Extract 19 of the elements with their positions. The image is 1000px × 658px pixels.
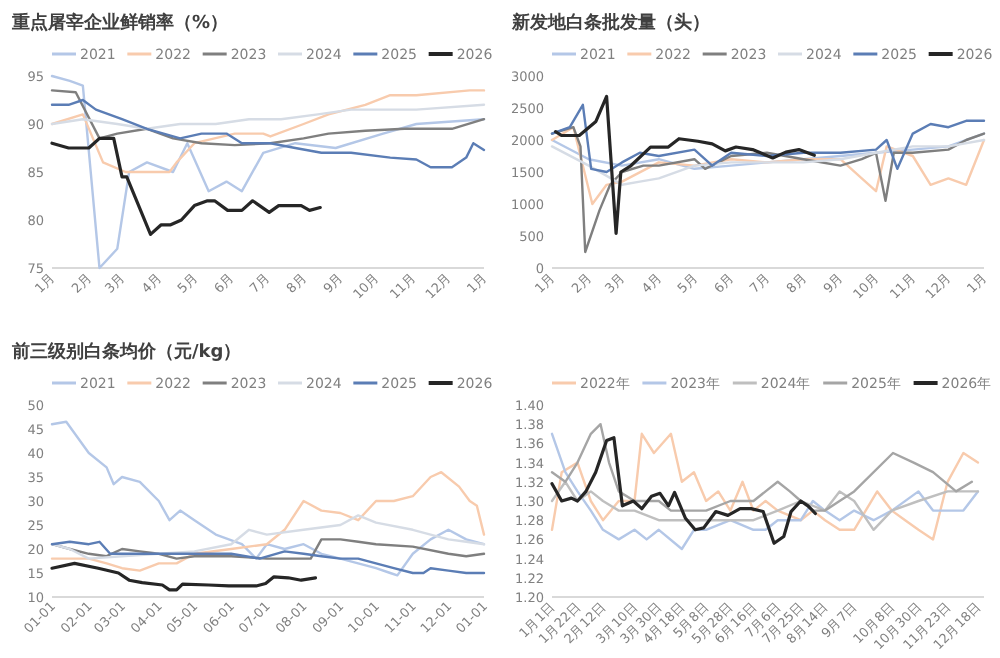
line-series bbox=[50, 103, 486, 130]
line-series bbox=[50, 420, 486, 577]
line-series bbox=[50, 136, 322, 236]
line-series bbox=[550, 423, 974, 512]
line-series bbox=[553, 94, 816, 236]
line-series bbox=[50, 471, 486, 572]
line-series bbox=[550, 103, 986, 174]
line-series bbox=[50, 514, 486, 560]
line-series bbox=[550, 138, 986, 186]
line-series bbox=[550, 436, 817, 545]
line-series bbox=[550, 126, 986, 206]
line-series bbox=[50, 540, 486, 575]
chart-title: 前三级别白条均价（元/kg） bbox=[10, 341, 242, 363]
chart-title: 新发地白条批发量（头） bbox=[510, 12, 710, 34]
line-series bbox=[50, 74, 486, 270]
line-series bbox=[550, 480, 980, 531]
chart-title: 重点屠宰企业鲜销率（%） bbox=[10, 12, 229, 34]
line-series bbox=[50, 561, 318, 592]
line-series bbox=[50, 89, 486, 147]
